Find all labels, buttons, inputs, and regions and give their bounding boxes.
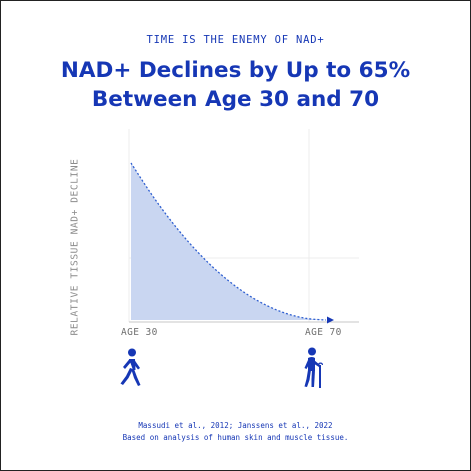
curve-end-arrow bbox=[327, 316, 334, 324]
citation: Massudi et al., 2012; Janssens et al., 2… bbox=[1, 420, 470, 444]
citation-line-2: Based on analysis of human skin and musc… bbox=[122, 433, 349, 442]
headline-line-2: Between Age 30 and 70 bbox=[91, 87, 380, 112]
x-tick-label-start: AGE 30 bbox=[121, 327, 158, 338]
x-tick-label-end: AGE 70 bbox=[305, 327, 342, 338]
elderly-person-with-cane-icon bbox=[304, 347, 323, 388]
decline-area bbox=[131, 163, 326, 320]
walking-person-icon bbox=[120, 348, 141, 386]
eyebrow-text: TIME IS THE ENEMY OF NAD+ bbox=[146, 34, 325, 46]
headline-line-1: NAD+ Declines by Up to 65% bbox=[60, 58, 411, 83]
decline-curve bbox=[130, 162, 327, 321]
headline: NAD+ Declines by Up to 65% Between Age 3… bbox=[1, 56, 470, 114]
citation-line-1: Massudi et al., 2012; Janssens et al., 2… bbox=[138, 421, 333, 430]
